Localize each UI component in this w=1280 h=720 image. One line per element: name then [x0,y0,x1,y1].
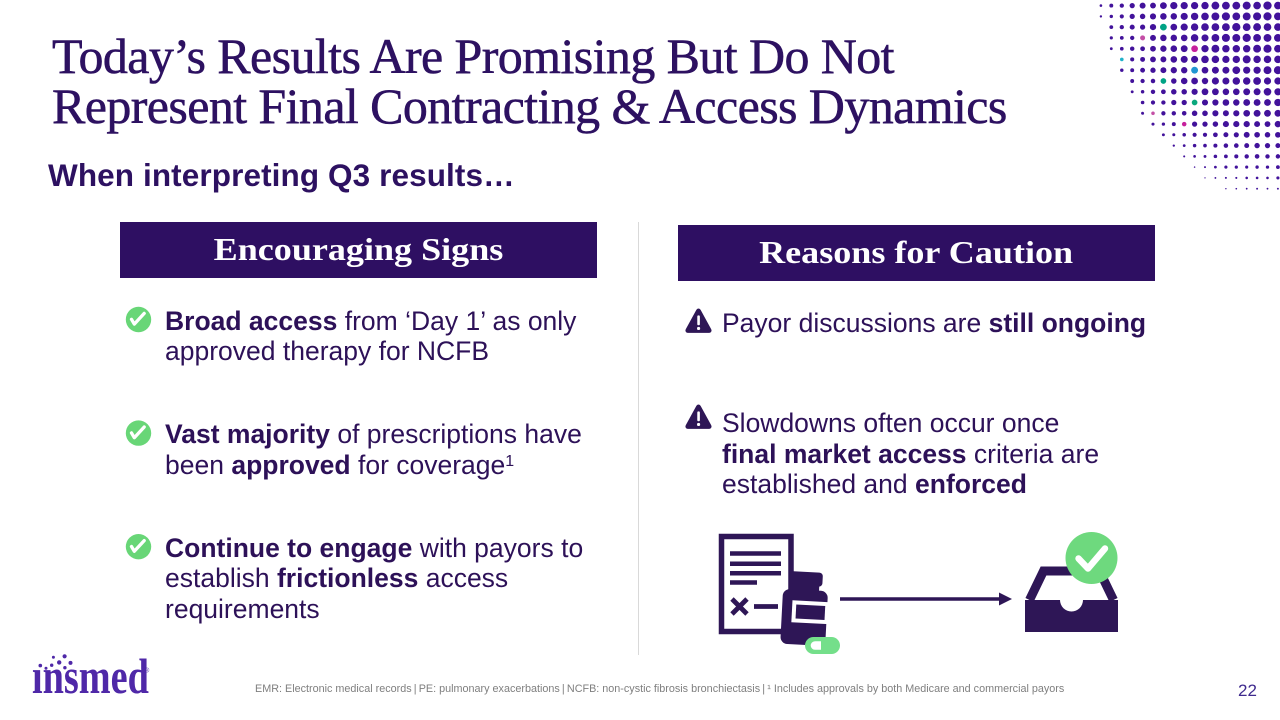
svg-text:®: ® [145,667,150,675]
